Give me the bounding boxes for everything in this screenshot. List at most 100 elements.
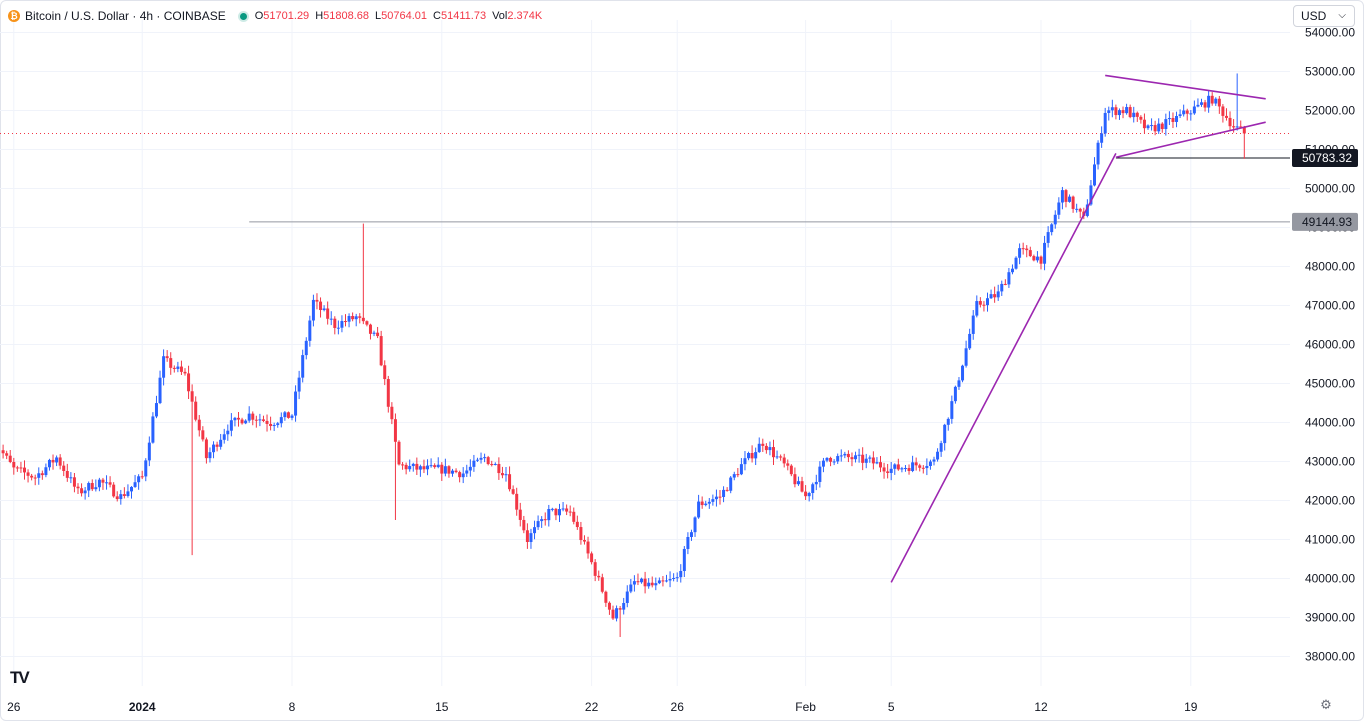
candle-body [340,321,344,328]
candle [15,465,19,472]
candle-body [1035,256,1039,261]
time-tick-label: 5 [888,700,895,714]
candle [33,474,37,486]
candle-body [433,465,437,468]
candle-body [97,479,101,488]
candle-body [411,463,415,467]
candle [254,415,258,428]
candle [736,467,740,478]
candle [896,458,900,471]
candle-body [486,457,490,465]
candle [286,411,290,419]
candle-body [764,445,768,451]
price-level-tag [1292,148,1358,167]
candle-body [757,443,761,453]
candle [739,458,743,476]
ohlc-key-high: H [315,10,324,22]
candle-body [882,467,886,472]
symbol-title[interactable]: Bitcoin / U.S. Dollar · 4h · COINBASE [25,9,226,23]
candle [889,461,893,481]
candle-body [490,464,494,466]
candle-body [179,366,183,372]
candle-body [247,413,251,421]
candle-body [654,583,658,586]
candle [190,384,194,556]
candle [72,472,76,493]
candle [30,473,34,481]
ohlc-open-value: 51701.29 [263,10,310,22]
candle [704,500,708,507]
candle [97,477,101,492]
candle-body [889,468,893,473]
candle [465,464,469,478]
candle [144,458,148,482]
candle-body [697,501,701,518]
candle [572,507,576,525]
candle-body [543,519,547,521]
candle [94,479,98,492]
candle-body [515,493,519,510]
candle [586,536,590,559]
candle-body [772,447,775,458]
candle-body [1128,107,1132,118]
candle-body [1096,142,1100,165]
time-tick-label: 26 [7,700,21,714]
candle [468,459,472,477]
candle-body [782,457,786,464]
candle [368,323,372,340]
currency-value: USD [1301,9,1327,23]
candle [725,487,729,492]
candle-body [996,291,1000,298]
candle [119,489,123,505]
candle-body [265,420,269,424]
candle [1035,251,1039,263]
candle-body [44,467,48,476]
candle [493,462,497,466]
candle [700,496,704,509]
candle [682,546,686,577]
tradingview-logo-icon[interactable]: TV [10,668,30,687]
candle [429,458,433,468]
candle [1128,104,1132,119]
candle-body [932,459,936,462]
candle-body [162,356,166,378]
candle-body [729,477,733,491]
candle [219,433,223,450]
time-tick-label: Feb [795,700,816,714]
candle [276,421,280,428]
candle-body [451,470,454,474]
candle-body [1018,248,1022,258]
candle [76,483,80,494]
candle [261,415,265,423]
candle-body [739,464,743,475]
candle-body [475,459,479,461]
candle [80,483,84,497]
candle [986,292,989,312]
settings-icon[interactable]: ⚙ [1320,697,1332,712]
candle [579,521,583,545]
candle-body [693,517,697,533]
candle [529,528,533,549]
candle [1160,122,1164,133]
candle [978,297,982,308]
candle [650,576,654,588]
currency-select[interactable]: USD ⌵ [1293,5,1355,27]
candle-body [158,377,162,404]
candle-body [825,457,829,461]
candle [854,451,858,463]
candle [26,469,30,483]
candle [354,313,358,327]
candle [533,520,537,540]
candle [422,459,426,474]
candle-body [286,412,290,418]
candle-body [689,532,693,538]
candle-body [1100,133,1104,143]
candle [258,413,262,427]
candle-body [393,419,397,442]
candle [87,481,91,498]
candle-body [1217,98,1221,107]
candle-body [1043,242,1047,264]
candle-body [12,461,16,468]
candle-body [201,430,205,440]
